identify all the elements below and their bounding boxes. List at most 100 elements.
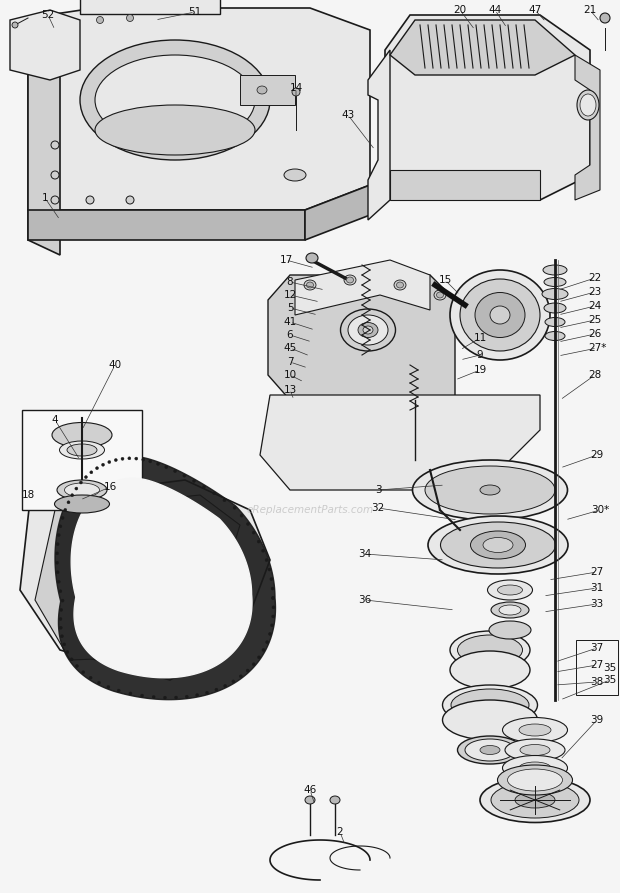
- Bar: [22, 410, 142, 510]
- Ellipse shape: [67, 501, 70, 504]
- Ellipse shape: [192, 480, 195, 482]
- Ellipse shape: [272, 597, 275, 599]
- Polygon shape: [110, 580, 185, 615]
- Ellipse shape: [63, 643, 66, 646]
- Polygon shape: [385, 15, 590, 200]
- Ellipse shape: [196, 694, 198, 697]
- Ellipse shape: [458, 635, 523, 665]
- Ellipse shape: [108, 461, 111, 463]
- Ellipse shape: [262, 648, 265, 652]
- Ellipse shape: [544, 278, 566, 287]
- Ellipse shape: [165, 465, 168, 469]
- Ellipse shape: [183, 474, 186, 477]
- Text: 51: 51: [188, 7, 202, 17]
- Text: 8: 8: [286, 277, 293, 287]
- Ellipse shape: [436, 292, 443, 298]
- Ellipse shape: [76, 664, 78, 667]
- Text: 34: 34: [358, 549, 371, 559]
- Text: 36: 36: [358, 595, 371, 605]
- Ellipse shape: [491, 782, 579, 818]
- Text: 52: 52: [42, 10, 55, 20]
- Ellipse shape: [56, 543, 59, 546]
- Ellipse shape: [450, 631, 530, 669]
- Ellipse shape: [164, 697, 167, 699]
- Ellipse shape: [129, 692, 132, 695]
- Polygon shape: [390, 20, 575, 75]
- Text: 38: 38: [590, 677, 604, 687]
- Ellipse shape: [213, 492, 216, 495]
- Ellipse shape: [412, 460, 567, 520]
- Text: 18: 18: [21, 490, 35, 500]
- Ellipse shape: [82, 671, 85, 673]
- Ellipse shape: [425, 466, 555, 514]
- Ellipse shape: [544, 303, 566, 313]
- Text: 4: 4: [51, 415, 58, 425]
- Polygon shape: [20, 480, 270, 680]
- Text: 16: 16: [104, 482, 117, 492]
- Ellipse shape: [203, 485, 205, 488]
- Text: 5: 5: [286, 303, 293, 313]
- Ellipse shape: [102, 463, 105, 466]
- Ellipse shape: [306, 253, 318, 263]
- Ellipse shape: [117, 689, 120, 692]
- Ellipse shape: [252, 663, 255, 665]
- Ellipse shape: [257, 655, 260, 659]
- Text: eReplacementParts.com: eReplacementParts.com: [246, 505, 374, 515]
- Ellipse shape: [149, 460, 152, 463]
- Ellipse shape: [600, 13, 610, 23]
- Text: 40: 40: [108, 360, 122, 370]
- Ellipse shape: [64, 483, 99, 497]
- Ellipse shape: [497, 585, 523, 595]
- Ellipse shape: [450, 270, 550, 360]
- Ellipse shape: [519, 762, 551, 774]
- Ellipse shape: [56, 552, 58, 555]
- Ellipse shape: [75, 487, 78, 490]
- Ellipse shape: [142, 458, 144, 461]
- Ellipse shape: [97, 681, 100, 684]
- Ellipse shape: [59, 617, 62, 621]
- Bar: [576, 640, 618, 695]
- Ellipse shape: [57, 580, 60, 583]
- Text: 15: 15: [438, 275, 451, 285]
- Ellipse shape: [487, 580, 533, 600]
- Ellipse shape: [265, 640, 268, 644]
- Bar: [80, 0, 220, 14]
- Ellipse shape: [84, 476, 87, 479]
- Ellipse shape: [61, 516, 64, 520]
- Ellipse shape: [471, 531, 526, 559]
- Text: 47: 47: [528, 5, 542, 15]
- Text: 30*: 30*: [591, 505, 609, 515]
- Ellipse shape: [56, 561, 58, 564]
- Ellipse shape: [262, 549, 265, 552]
- Ellipse shape: [97, 16, 104, 23]
- Text: 2: 2: [337, 827, 343, 837]
- Ellipse shape: [443, 700, 538, 740]
- Polygon shape: [268, 275, 455, 400]
- Ellipse shape: [458, 736, 523, 764]
- Bar: [240, 75, 295, 105]
- Ellipse shape: [239, 675, 242, 678]
- Ellipse shape: [61, 635, 63, 638]
- Ellipse shape: [95, 55, 255, 145]
- Ellipse shape: [347, 277, 353, 283]
- Ellipse shape: [394, 280, 406, 290]
- Text: 45: 45: [283, 343, 296, 353]
- Ellipse shape: [156, 463, 159, 465]
- Text: 35: 35: [603, 663, 617, 673]
- Polygon shape: [71, 479, 252, 678]
- Ellipse shape: [246, 669, 249, 672]
- Ellipse shape: [270, 578, 273, 580]
- Ellipse shape: [95, 467, 99, 470]
- Ellipse shape: [397, 282, 404, 288]
- Text: 46: 46: [303, 785, 317, 795]
- Text: 21: 21: [583, 5, 596, 15]
- Ellipse shape: [52, 422, 112, 447]
- Text: 23: 23: [588, 287, 601, 297]
- Text: 29: 29: [590, 450, 604, 460]
- Ellipse shape: [284, 169, 306, 181]
- Text: 26: 26: [588, 329, 601, 339]
- Text: 25: 25: [588, 315, 601, 325]
- Ellipse shape: [128, 457, 131, 460]
- Ellipse shape: [215, 689, 218, 691]
- Text: 14: 14: [290, 83, 303, 93]
